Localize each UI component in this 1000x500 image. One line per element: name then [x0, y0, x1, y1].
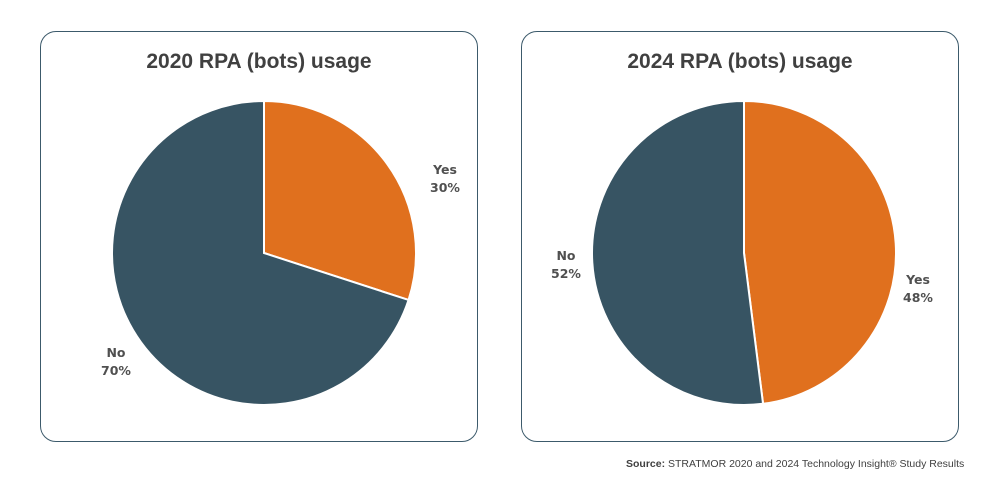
pie-slice-yes: [263, 99, 417, 302]
pie-slice-yes: [743, 99, 897, 405]
source-label: Source:: [626, 458, 666, 470]
data-label-yes-value: 48%: [903, 290, 933, 305]
data-label-yes-name: Yes: [432, 162, 457, 177]
data-label-no-value: 52%: [551, 266, 581, 281]
data-label-no-name: No: [556, 248, 575, 263]
source-text: STRATMOR 2020 and 2024 Technology Insigh…: [665, 458, 965, 470]
pie-chart-2020: Yes 30% No 70%: [101, 99, 460, 406]
pie-slice-no: [111, 99, 410, 406]
data-label-yes-value: 30%: [430, 180, 460, 195]
chart-title: 2020 RPA (bots) usage: [146, 50, 372, 73]
chart-panel-2020: 2020 RPA (bots) usage Yes 30% No 70%: [40, 31, 478, 442]
data-label-yes-name: Yes: [905, 272, 930, 287]
chart-panel-2024: 2024 RPA (bots) usage Yes 48% No 52%: [521, 31, 959, 442]
source-note: Source: STRATMOR 2020 and 2024 Technolog…: [626, 458, 964, 470]
chart-title: 2024 RPA (bots) usage: [627, 50, 853, 73]
data-label-no-value: 70%: [101, 363, 131, 378]
data-label-no-name: No: [106, 345, 125, 360]
pie-slice-no: [591, 99, 765, 406]
pie-chart-2024: Yes 48% No 52%: [551, 99, 933, 406]
